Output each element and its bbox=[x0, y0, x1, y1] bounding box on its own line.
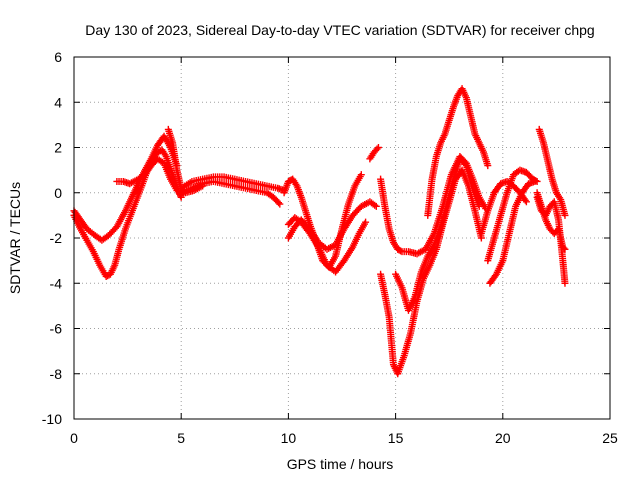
data-point bbox=[371, 201, 379, 209]
series-track-q bbox=[535, 125, 569, 219]
data-point bbox=[276, 200, 284, 208]
data-point bbox=[521, 196, 529, 204]
data-point bbox=[531, 177, 539, 185]
y-tick-label: -2 bbox=[50, 230, 63, 246]
series-track-m bbox=[424, 85, 492, 219]
data-point bbox=[372, 202, 380, 210]
series-track-e bbox=[177, 177, 284, 208]
y-tick-label: 2 bbox=[54, 140, 62, 156]
series-track-g bbox=[284, 198, 380, 253]
data-point bbox=[275, 199, 283, 207]
y-tick-label: -10 bbox=[42, 411, 62, 427]
data-point bbox=[561, 279, 569, 287]
series-track-i bbox=[366, 144, 382, 163]
y-tick-label: 6 bbox=[54, 49, 62, 65]
data-point bbox=[373, 145, 381, 153]
y-tick-label: -8 bbox=[50, 366, 63, 382]
x-tick-label: 25 bbox=[602, 430, 618, 446]
x-tick-label: 5 bbox=[177, 430, 185, 446]
y-tick-label: -4 bbox=[50, 275, 63, 291]
x-tick-label: 0 bbox=[70, 430, 78, 446]
data-point bbox=[475, 202, 483, 210]
data-point bbox=[357, 171, 365, 179]
x-tick-label: 10 bbox=[281, 430, 297, 446]
y-tick-label: -6 bbox=[50, 321, 63, 337]
axis-ticks: 0 5 10 15 20 25 -10 -8 -6 -4 -2 0 2 4 6 bbox=[42, 49, 618, 446]
x-tick-label: 20 bbox=[495, 430, 511, 446]
series-track-n bbox=[484, 166, 541, 265]
series-track-p bbox=[477, 177, 530, 237]
series-track-s bbox=[533, 193, 569, 287]
data-point bbox=[374, 144, 382, 151]
x-axis-label: GPS time / hours bbox=[287, 456, 394, 472]
data-point bbox=[362, 218, 370, 226]
x-tick-label: 15 bbox=[388, 430, 404, 446]
data-point bbox=[522, 198, 530, 206]
data-points bbox=[70, 85, 569, 378]
data-point bbox=[561, 211, 569, 219]
data-point bbox=[484, 162, 492, 170]
y-tick-label: 4 bbox=[54, 94, 62, 110]
y-axis-label: SDTVAR / TECUs bbox=[7, 182, 23, 294]
chart-title: Day 130 of 2023, Sidereal Day-to-day VTE… bbox=[85, 22, 594, 38]
series-track-l bbox=[392, 155, 483, 314]
series-track-h bbox=[284, 214, 370, 276]
data-point bbox=[397, 247, 405, 255]
y-tick-label: 0 bbox=[54, 185, 62, 201]
